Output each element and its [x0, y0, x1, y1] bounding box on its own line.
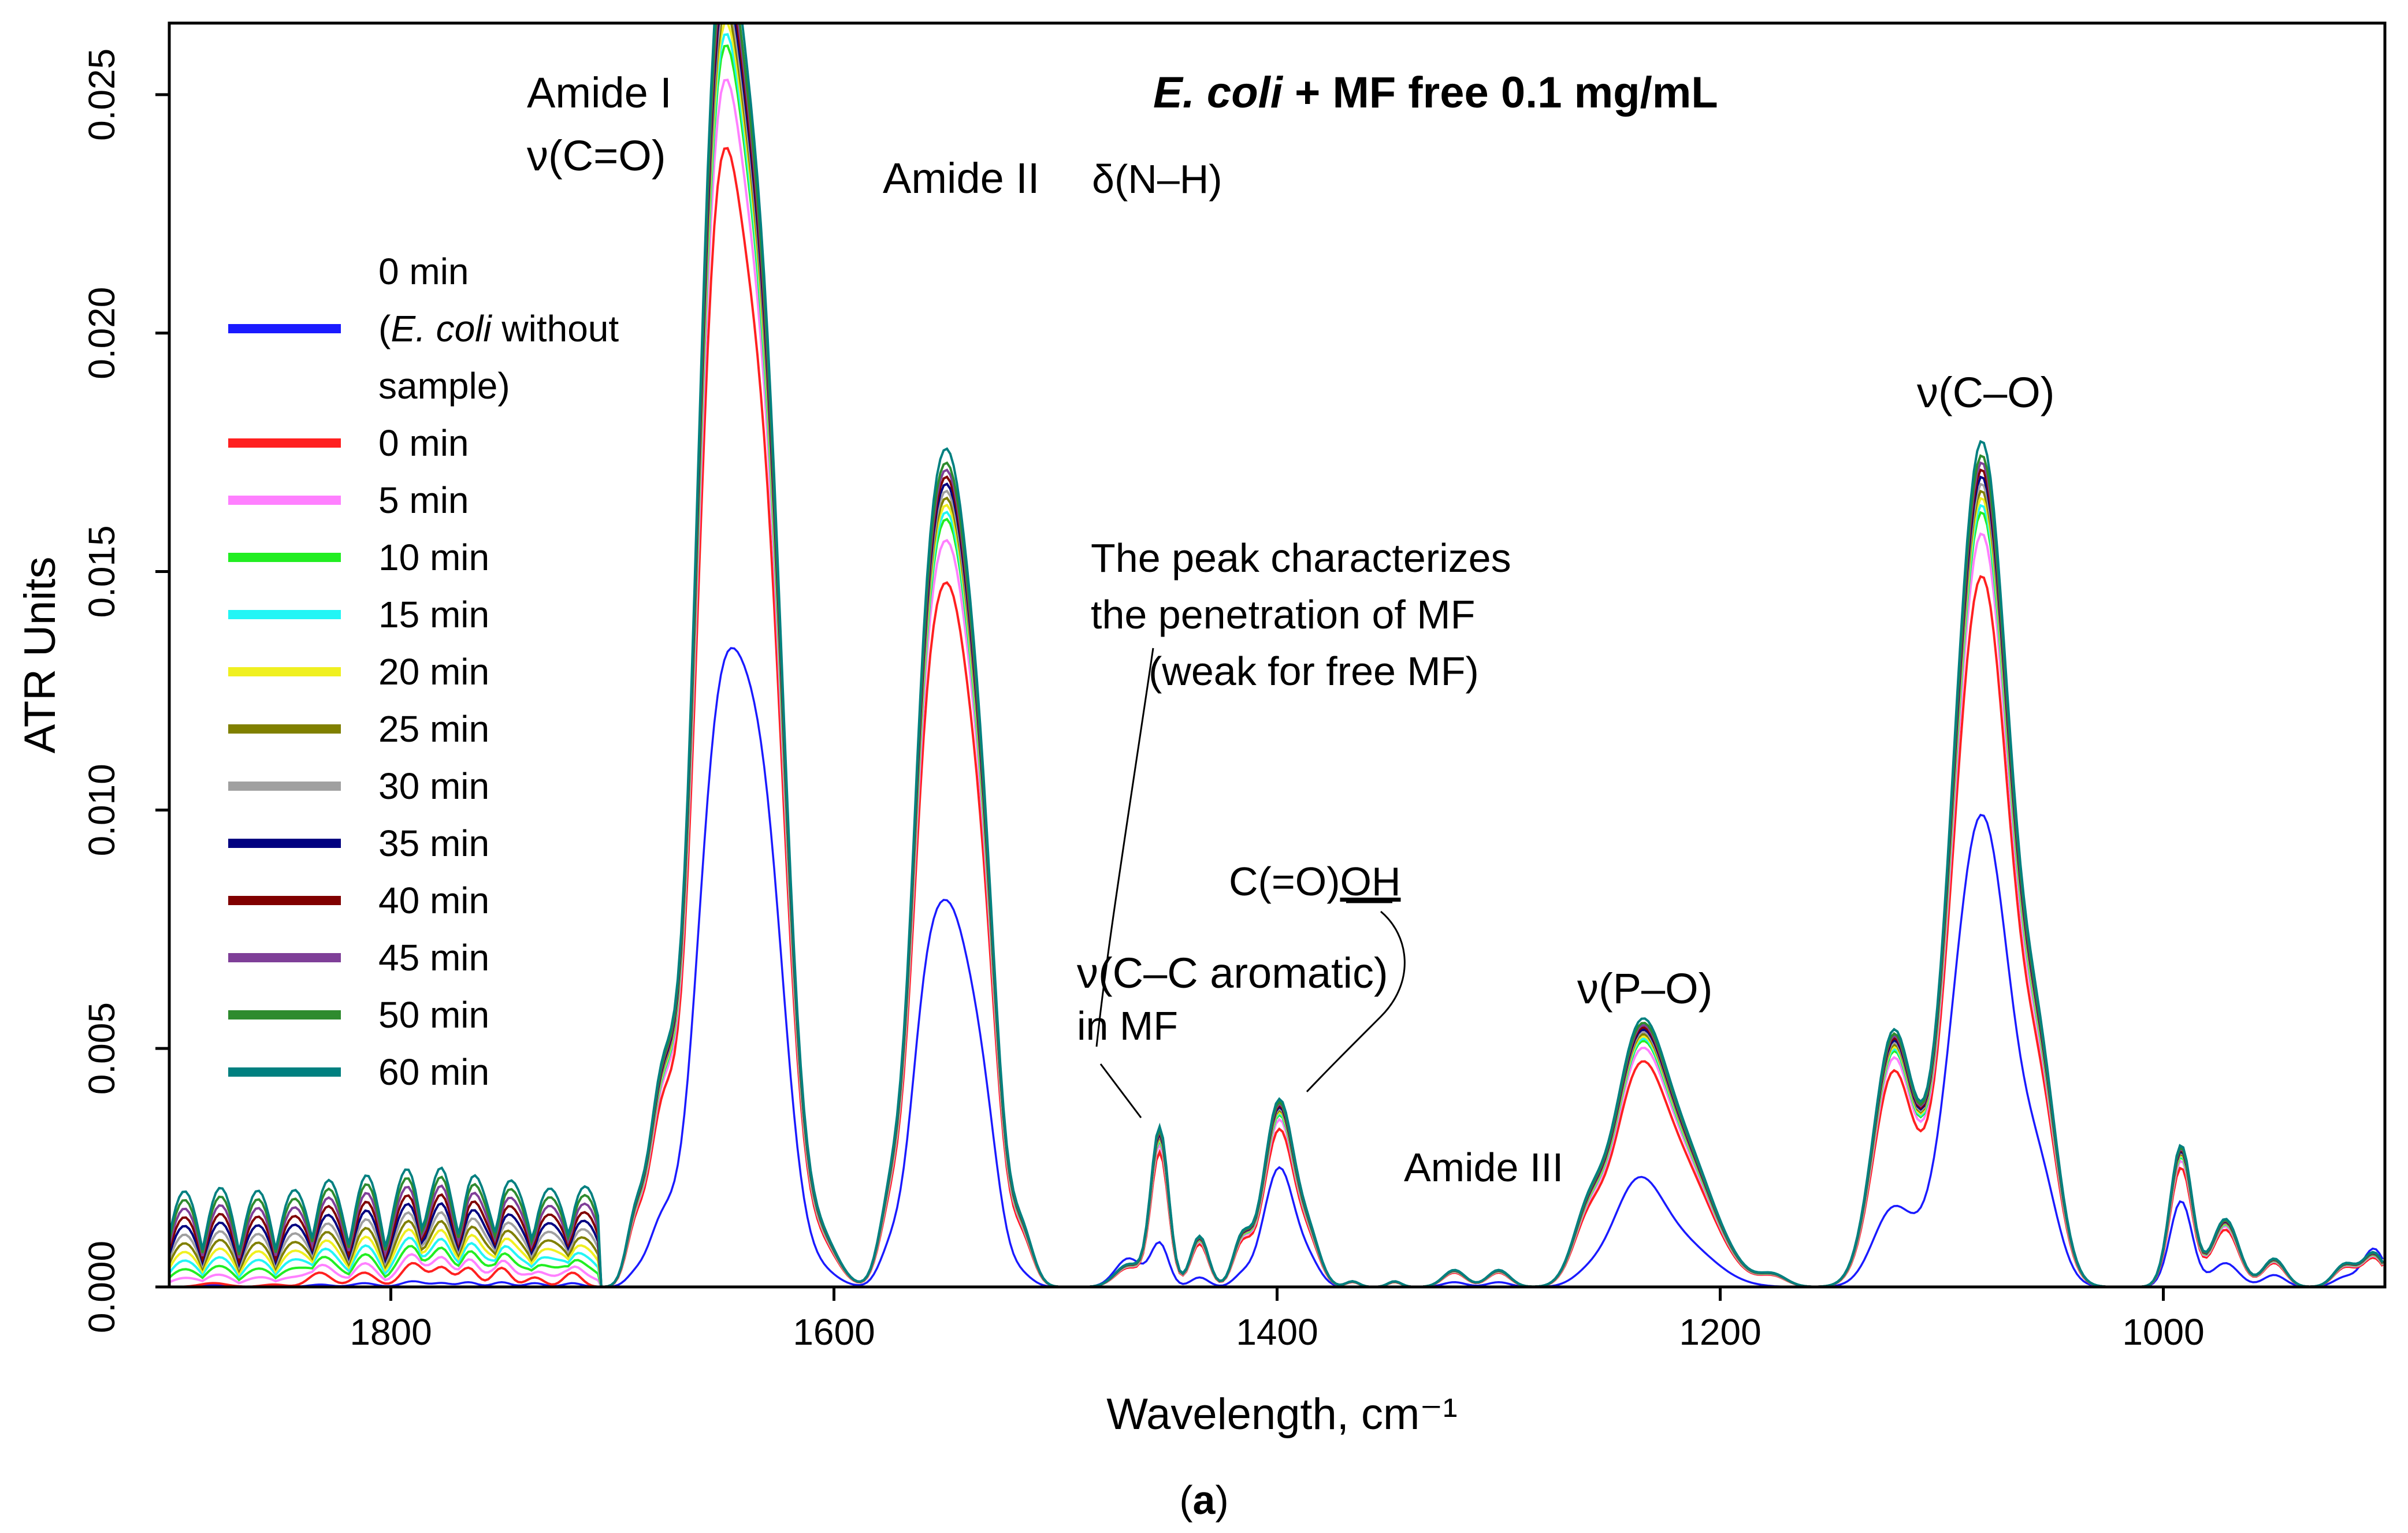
- chart-title-rest: + MF free 0.1 mg/mL: [1283, 68, 1718, 117]
- subcaption-open: (: [1179, 1478, 1192, 1523]
- annotation-co-stretch: ν(C–O): [1917, 369, 2054, 416]
- x-tick-label: 1400: [1236, 1311, 1318, 1353]
- annotation-leader-peak-note: [1095, 648, 1154, 1047]
- annotation-leader-cooh: [1306, 910, 1406, 1093]
- legend-item: 20 min: [228, 651, 489, 693]
- y-tick-label: 0.020: [81, 287, 122, 379]
- y-tick-label: 0.005: [81, 1002, 122, 1095]
- legend-item: 30 min: [228, 765, 489, 807]
- legend-label: 20 min: [378, 651, 489, 693]
- annotation-leader-cc: [1099, 1063, 1142, 1118]
- figure-subcaption: (a): [1179, 1478, 1229, 1523]
- chart-title: E. coli + MF free 0.1 mg/mL: [1153, 68, 1718, 117]
- legend-item: 10 min: [228, 537, 489, 578]
- legend-item: 15 min: [228, 594, 489, 635]
- legend-item: 5 min: [228, 479, 469, 521]
- chart-title-italic: E. coli: [1153, 68, 1284, 117]
- legend-item: 35 min: [228, 823, 489, 864]
- legend-label: 15 min: [378, 594, 489, 635]
- legend-item: 0 min (E. coli without sample): [228, 251, 619, 407]
- annotation-amide-i: Amide I: [527, 69, 672, 117]
- annotation-cc-in-mf: in MF: [1077, 1003, 1178, 1048]
- x-axis: 1800 1600 1400 1200 1000: [350, 1287, 2205, 1353]
- series-group: [169, 23, 2384, 1287]
- subcaption-close: ): [1215, 1478, 1228, 1523]
- series-line-ecoli-control: [169, 647, 2384, 1287]
- x-tick-label: 1200: [1679, 1311, 1761, 1353]
- annotation-peak-note-2: the penetration of MF: [1091, 592, 1475, 637]
- annotation-amide-ii: Amide II: [883, 154, 1039, 202]
- annotation-cooh: C(=O)OH: [1229, 859, 1401, 904]
- y-axis-label: ATR Units: [16, 557, 65, 754]
- y-tick-label: 0.025: [81, 49, 122, 141]
- y-tick-label: 0.015: [81, 525, 122, 617]
- legend-label: 0 min: [378, 251, 469, 292]
- annotation-cooh-oh: OH: [1340, 859, 1401, 904]
- x-tick-label: 1800: [350, 1311, 432, 1353]
- legend-item: 40 min: [228, 880, 489, 921]
- annotation-nh-bend: δ(N–H): [1092, 157, 1222, 202]
- x-tick-label: 1000: [2122, 1311, 2204, 1353]
- legend-item: 0 min: [228, 422, 469, 464]
- legend-label: 30 min: [378, 765, 489, 807]
- legend-label: 25 min: [378, 708, 489, 750]
- legend-label: 35 min: [378, 823, 489, 864]
- legend-label: sample): [378, 365, 510, 407]
- legend-label: 45 min: [378, 937, 489, 978]
- subcaption-letter: a: [1193, 1478, 1216, 1523]
- legend-label: 50 min: [378, 994, 489, 1036]
- annotation-amide-iii: Amide III: [1404, 1145, 1563, 1190]
- y-tick-label: 0.010: [81, 764, 122, 856]
- annotation-peak-note-3: (weak for free MF): [1149, 649, 1479, 694]
- annotation-amide-i-stretch: ν(C=O): [527, 132, 666, 180]
- legend-item: 50 min: [228, 994, 489, 1036]
- legend-item: 25 min: [228, 708, 489, 750]
- legend: 0 min (E. coli without sample) 0 min 5 min 10…: [228, 251, 619, 1093]
- annotation-peak-note-1: The peak characterizes: [1091, 535, 1511, 581]
- legend-label: 0 min: [378, 422, 469, 464]
- x-tick-label: 1600: [793, 1311, 875, 1353]
- legend-label: 5 min: [378, 479, 469, 521]
- legend-item: 60 min: [228, 1051, 489, 1093]
- legend-label: 60 min: [378, 1051, 489, 1093]
- annotation-po-stretch: ν(P–O): [1577, 965, 1712, 1013]
- legend-label: 40 min: [378, 880, 489, 921]
- y-tick-label: 0.000: [81, 1241, 122, 1333]
- x-axis-label: Wavelength, cm⁻¹: [1106, 1390, 1457, 1439]
- y-axis: 0.000 0.005 0.010 0.015 0.020 0.025: [81, 49, 169, 1333]
- legend-label: 10 min: [378, 537, 489, 578]
- series-line-12: [169, 23, 2384, 1287]
- annotation-cooh-prefix: C(=O): [1229, 859, 1340, 904]
- legend-label: (E. coli without: [378, 308, 619, 349]
- annotation-cc-aromatic: ν(C–C aromatic): [1077, 949, 1388, 997]
- legend-item: 45 min: [228, 937, 489, 978]
- series-line-1: [169, 147, 2384, 1287]
